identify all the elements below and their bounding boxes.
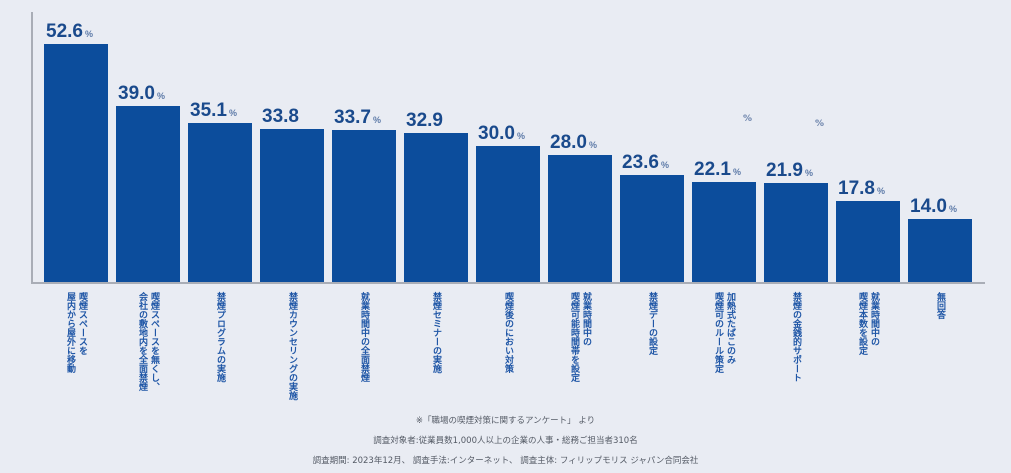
category-label: 就業時間中の 喫煙可能時間帯を設定 [569, 292, 591, 382]
value-number: 21.9 [766, 160, 803, 181]
value-label: 23.6% [622, 153, 669, 175]
percent-suffix: % [660, 160, 669, 170]
value-number: 17.8 [838, 178, 875, 199]
category-label: 就業時間中の 喫煙本数を設定 [857, 292, 879, 355]
category-label: 加熱式たばこのみ 喫煙可のルール策定 [713, 292, 735, 373]
bar-chart: 52.6% 喫煙スペースを 屋内から屋外に移動 39.0% 喫煙スペースを無くし、 会… [31, 12, 985, 400]
value-number: 35.1 [190, 100, 227, 121]
value-number: 39.0 [118, 83, 155, 104]
bar [548, 155, 612, 282]
value-number: 28.0 [550, 132, 587, 153]
bar [404, 133, 468, 282]
footer-details: 調査期間: 2023年12月、 調査手法:インターネット、 調査主体: フィリッ… [312, 456, 699, 466]
bar [476, 146, 540, 282]
bar [836, 201, 900, 282]
bar [764, 183, 828, 282]
category-label: 禁煙デーの設定 [647, 292, 657, 355]
bar [908, 219, 972, 282]
bar [332, 130, 396, 282]
x-axis-line [31, 282, 985, 284]
value-number: 52.6 [46, 21, 83, 42]
stray-percent-mark: % [815, 119, 825, 129]
value-number: 33.8 [262, 106, 299, 127]
value-number: 22.1 [694, 159, 731, 180]
percent-suffix: % [228, 108, 237, 118]
value-label: 32.9 [406, 111, 443, 131]
category-label: 禁煙セミナーの実施 [431, 292, 441, 373]
value-label: 33.7% [334, 108, 381, 130]
bar [260, 129, 324, 282]
value-number: 23.6 [622, 152, 659, 173]
value-number: 14.0 [910, 196, 947, 217]
value-label: 21.9% [766, 161, 813, 183]
value-label: 14.0% [910, 197, 957, 219]
bar [44, 44, 108, 282]
category-label: 禁煙の金銭的サポート [791, 292, 801, 382]
footer-target: 調査対象者:従業員数1,000人以上の企業の人事・総務ご担当者310名 [373, 436, 638, 446]
value-number: 33.7 [334, 107, 371, 128]
value-label: 35.1% [190, 101, 237, 123]
bar [620, 175, 684, 282]
footer-source: ※「職場の喫煙対策に関するアンケート」 より [415, 416, 596, 426]
value-label: 30.0% [478, 124, 525, 146]
value-label: 28.0% [550, 133, 597, 155]
value-label: 17.8% [838, 179, 885, 201]
y-axis-line [31, 12, 33, 283]
value-number: 32.9 [406, 110, 443, 131]
category-label: 就業時間中の全面禁煙 [359, 292, 369, 382]
percent-suffix: % [84, 29, 93, 39]
percent-suffix: % [732, 167, 741, 177]
value-label: 33.8 [262, 107, 299, 127]
percent-suffix: % [876, 186, 885, 196]
value-label: 22.1% [694, 160, 741, 182]
percent-suffix: % [588, 140, 597, 150]
percent-suffix: % [948, 204, 957, 214]
value-label: 52.6% [46, 22, 93, 44]
percent-suffix: % [372, 115, 381, 125]
percent-suffix: % [156, 91, 165, 101]
bar [188, 123, 252, 282]
value-number: 30.0 [478, 123, 515, 144]
stray-percent-mark: % [743, 114, 753, 124]
category-label: 禁煙カウンセリングの実施 [287, 292, 297, 400]
category-label: 喫煙後のにおい対策 [503, 292, 513, 373]
bar [116, 106, 180, 282]
category-label: 禁煙プログラムの実施 [215, 292, 225, 382]
value-label: 39.0% [118, 84, 165, 106]
percent-suffix: % [804, 168, 813, 178]
category-label: 喫煙スペースを無くし、 会社の敷地内を全面禁煙 [137, 292, 159, 391]
category-label: 喫煙スペースを 屋内から屋外に移動 [65, 292, 87, 373]
percent-suffix: % [516, 131, 525, 141]
bar [692, 182, 756, 282]
category-label: 無回答 [935, 292, 945, 319]
